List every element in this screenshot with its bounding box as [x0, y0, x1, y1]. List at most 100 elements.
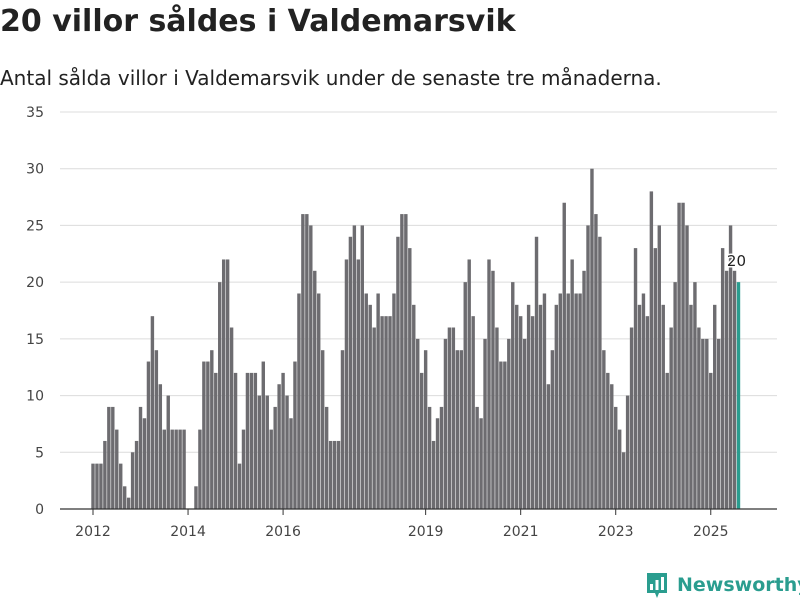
bar: [483, 338, 487, 509]
bar: [392, 293, 396, 509]
bar: [669, 327, 673, 509]
bar: [538, 304, 543, 509]
bar: [150, 316, 155, 509]
bar: [633, 248, 638, 510]
bar: [241, 429, 246, 509]
bar: [463, 282, 467, 509]
bar: [515, 304, 519, 509]
bar: [728, 225, 733, 509]
bar: [265, 395, 269, 509]
bar: [705, 338, 709, 509]
bar: [309, 225, 313, 509]
bar: [423, 350, 428, 509]
bar: [487, 259, 491, 509]
bar: [653, 248, 658, 510]
bar: [332, 440, 337, 509]
bar: [479, 418, 483, 509]
bar: [269, 429, 273, 509]
bar: [594, 214, 598, 509]
bar: [716, 338, 721, 509]
bar: [388, 316, 392, 509]
bar: [416, 338, 420, 509]
bar: [550, 350, 555, 509]
bar: [285, 395, 289, 509]
bar: [645, 316, 650, 509]
bar: [352, 225, 357, 509]
bar: [245, 372, 250, 509]
bar: [732, 270, 737, 509]
bar: [574, 293, 578, 509]
bar: [126, 497, 131, 509]
bar: [697, 327, 701, 509]
bar: [229, 327, 234, 509]
bar: [566, 293, 570, 509]
bar: [518, 316, 523, 509]
bar: [467, 259, 471, 509]
bar: [610, 384, 614, 509]
newsworthy-logo: Newsworthy: [645, 570, 800, 600]
x-tick-label: 2014: [170, 524, 206, 540]
bar: [95, 463, 99, 509]
bar: [471, 316, 475, 509]
bar: [146, 361, 151, 509]
bar: [206, 361, 210, 509]
bar: [427, 406, 432, 509]
bar: [598, 236, 602, 509]
bar: [356, 259, 361, 509]
x-axis-tick-labels: 2012 2014 2016 2019 2021 2023 2025: [75, 524, 728, 540]
bar: [435, 418, 440, 509]
bar: [503, 361, 507, 509]
bar: [689, 304, 693, 509]
y-tick-label: 5: [35, 445, 44, 461]
bar: [225, 259, 230, 509]
y-tick-label: 30: [26, 162, 44, 178]
bar: [400, 214, 404, 509]
bar: [709, 372, 713, 509]
bar: [313, 270, 317, 509]
bar: [221, 259, 226, 509]
bar: [218, 282, 222, 509]
bar: [103, 440, 107, 509]
y-tick-label: 35: [26, 105, 44, 121]
bar: [522, 338, 527, 509]
x-tick-label: 2019: [408, 524, 444, 540]
bar: [91, 463, 95, 509]
bar: [130, 452, 135, 509]
bar: [198, 429, 202, 509]
bar: [665, 372, 669, 509]
bar: [396, 236, 400, 509]
bar: [562, 202, 566, 510]
bar: [621, 452, 626, 509]
bar: [119, 463, 123, 509]
bar: [677, 202, 681, 510]
bar: [724, 270, 729, 509]
y-tick-label: 25: [26, 218, 44, 234]
bar: [158, 384, 163, 509]
bar: [412, 304, 416, 509]
annotations: 20: [725, 251, 747, 272]
bar: [455, 350, 460, 509]
y-tick-label: 10: [26, 389, 44, 405]
bar: [661, 304, 665, 509]
bar: [301, 214, 305, 509]
bar: [629, 327, 634, 509]
bar: [277, 384, 281, 509]
highlighted-bar: [736, 282, 741, 509]
bar: [590, 168, 594, 509]
bar: [368, 304, 372, 509]
y-tick-label: 20: [26, 275, 44, 291]
bar: [348, 236, 353, 509]
bar: [115, 429, 119, 509]
bar: [582, 270, 586, 509]
bar: [542, 293, 547, 509]
bar: [305, 214, 309, 509]
bar: [281, 372, 285, 509]
highlighted-bar-label: 20: [727, 252, 746, 270]
bar: [257, 395, 262, 509]
brand-name: Newsworthy: [677, 574, 800, 596]
bar: [253, 372, 258, 509]
bar: [511, 282, 515, 509]
bar: [384, 316, 388, 509]
bar: [408, 248, 412, 510]
